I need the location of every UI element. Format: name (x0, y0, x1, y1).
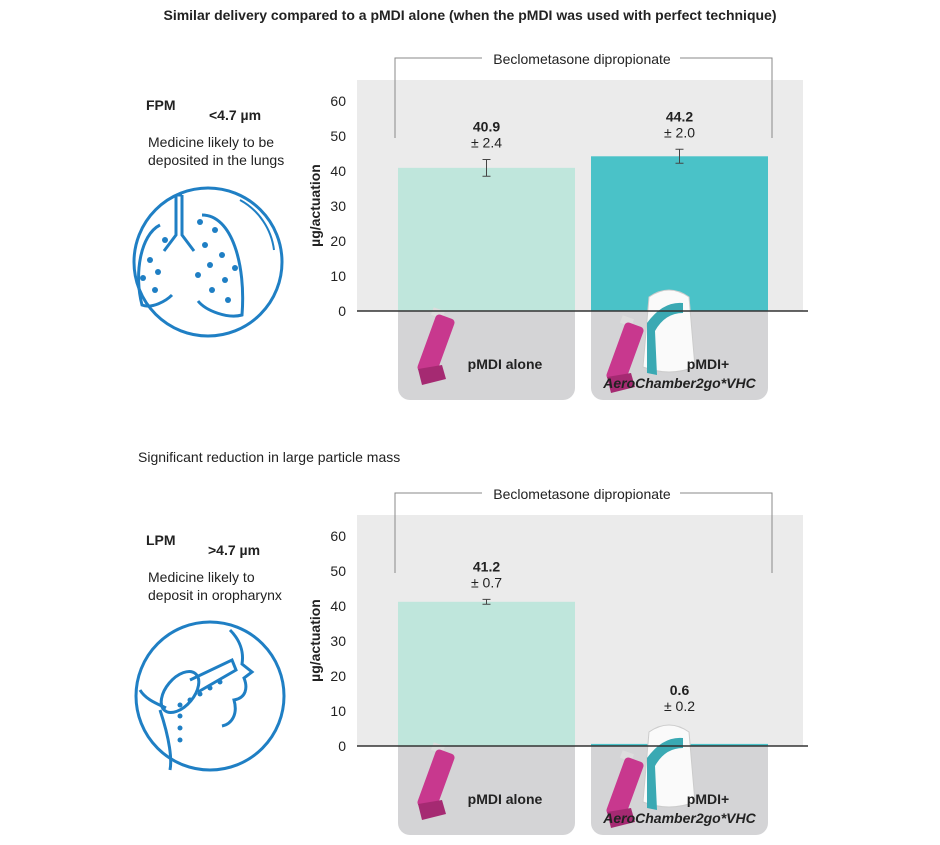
y-tick-label: 60 (330, 93, 346, 109)
y-tick-label: 10 (330, 703, 346, 719)
inhaler-mouthpiece (418, 800, 446, 820)
y-tick-label: 40 (330, 163, 346, 179)
y-tick-label: 0 (338, 303, 346, 319)
chart-title: Similar delivery compared to a pMDI alon… (163, 7, 776, 23)
spacer-stripe (647, 302, 683, 375)
category-label: pMDI alone (468, 356, 543, 372)
error-label: ± 2.0 (664, 124, 695, 140)
category-label: pMDI+ (687, 356, 729, 372)
value-label: 41.2 (473, 558, 500, 574)
bar (398, 167, 575, 311)
y-axis-label: µg/actuation (307, 599, 323, 682)
inhaler-body (417, 749, 455, 811)
heading: FPM (146, 97, 176, 113)
inhaler-mouthpiece (418, 365, 446, 385)
category-label: pMDI alone (468, 791, 543, 807)
group-bracket (394, 57, 773, 138)
heading-sub: <4.7 µm (209, 107, 261, 123)
heading: LPM (146, 532, 176, 548)
bar (591, 156, 768, 311)
error-bar (482, 158, 491, 177)
y-tick-label: 30 (330, 633, 346, 649)
bar (398, 601, 575, 746)
description: Medicine likely to be (148, 134, 274, 150)
y-tick-label: 50 (330, 128, 346, 144)
y-axis-label: µg/actuation (307, 164, 323, 247)
category-label: pMDI+ (687, 791, 729, 807)
spacer-stripe (647, 737, 683, 810)
inhaler-icon (417, 307, 455, 385)
inhaler-mouthpiece (607, 808, 635, 828)
category-note: AeroChamber2go*VHC (602, 375, 756, 391)
y-tick-label: 20 (330, 233, 346, 249)
value-label: 40.9 (473, 118, 500, 134)
face-icon (134, 620, 286, 772)
group-bracket (394, 492, 773, 573)
value-label: 0.6 (670, 682, 690, 698)
error-label: ± 2.4 (471, 134, 502, 150)
category-note: AeroChamber2go*VHC (602, 810, 756, 826)
inhaler-icon (417, 742, 455, 820)
y-tick-label: 0 (338, 738, 346, 754)
y-tick-label: 30 (330, 198, 346, 214)
y-tick-label: 20 (330, 668, 346, 684)
description: Medicine likely to (148, 569, 255, 585)
inhaler-body (417, 314, 455, 376)
group-label: Beclometasone dipropionate (493, 486, 671, 502)
inhaler-mouthpiece (607, 373, 635, 393)
description: deposit in oropharynx (148, 587, 282, 603)
error-label: ± 0.2 (664, 698, 695, 714)
inhaler-icon (606, 750, 644, 828)
error-label: ± 0.7 (471, 574, 502, 590)
inhaler-icon (606, 315, 644, 393)
y-tick-label: 60 (330, 528, 346, 544)
chart-title: Significant reduction in large particle … (138, 449, 400, 465)
y-tick-label: 40 (330, 598, 346, 614)
error-bar (482, 598, 491, 605)
inhaler-body (606, 322, 644, 384)
inhaler-body (606, 757, 644, 819)
group-label: Beclometasone dipropionate (493, 51, 671, 67)
lungs-icon (132, 186, 284, 338)
description: deposited in the lungs (148, 152, 284, 168)
y-tick-label: 10 (330, 268, 346, 284)
heading-sub: >4.7 µm (208, 542, 260, 558)
value-label: 44.2 (666, 108, 693, 124)
error-bar (675, 148, 684, 164)
y-tick-label: 50 (330, 563, 346, 579)
